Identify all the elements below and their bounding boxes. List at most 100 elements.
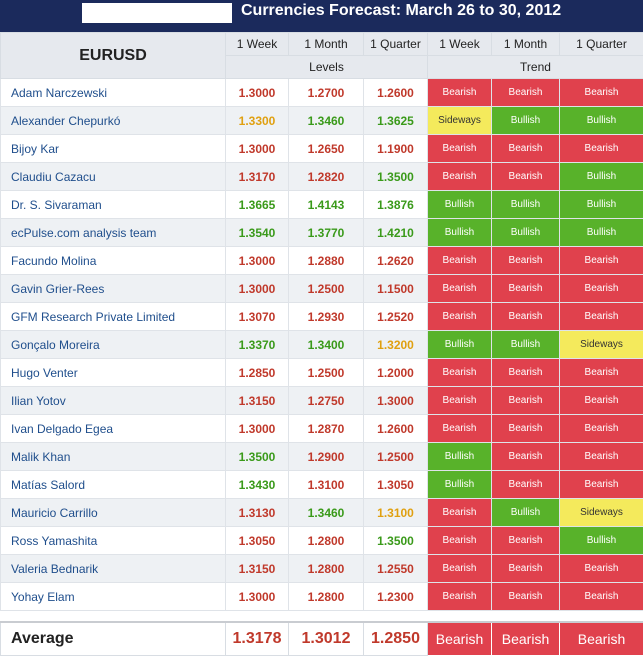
trend-badge: Sideways xyxy=(559,330,643,359)
trend-badge: Bearish xyxy=(427,554,492,583)
level-value: 1.1500 xyxy=(363,274,428,303)
trend-badge: Bearish xyxy=(491,134,560,163)
trend-badge: Bearish xyxy=(427,526,492,555)
trend-badge: Sideways xyxy=(427,106,492,135)
trend-badge: Bearish xyxy=(491,414,560,443)
trend-badge: Bearish xyxy=(427,498,492,527)
table-row: Dr. S. Sivaraman 1.3665 1.4143 1.3876 Bullis… xyxy=(0,190,643,219)
level-value: 1.2750 xyxy=(288,386,364,415)
level-value: 1.2500 xyxy=(288,274,364,303)
table-row: Mauricio Carrillo 1.3130 1.3460 1.3100 Beari… xyxy=(0,498,643,527)
trend-badge: Bearish xyxy=(559,358,643,387)
level-value: 1.3400 xyxy=(288,330,364,359)
trend-badge: Bearish xyxy=(491,526,560,555)
table-row: Valeria Bednarik 1.3150 1.2800 1.2550 Bearis… xyxy=(0,554,643,583)
level-value: 1.3070 xyxy=(225,302,289,331)
trend-badge: Bearish xyxy=(491,582,560,611)
trend-badge: Bearish xyxy=(427,582,492,611)
level-value: 1.2800 xyxy=(288,526,364,555)
level-value: 1.3500 xyxy=(363,526,428,555)
forecast-table: EURUSD 1 Week 1 Month 1 Quarter 1 Week 1… xyxy=(0,32,643,656)
level-value: 1.2870 xyxy=(288,414,364,443)
level-value: 1.2900 xyxy=(288,442,364,471)
level-value: 1.2600 xyxy=(363,78,428,107)
level-value: 1.3050 xyxy=(225,526,289,555)
level-value: 1.3300 xyxy=(225,106,289,135)
trend-badge: Bearish xyxy=(491,358,560,387)
average-level-value: 1.3012 xyxy=(288,621,364,656)
trend-badge: Bearish xyxy=(427,414,492,443)
level-value: 1.3050 xyxy=(363,470,428,499)
table-row: Facundo Molina 1.3000 1.2880 1.2620 Bearish B… xyxy=(0,246,643,275)
trend-badge: Bearish xyxy=(559,134,643,163)
level-value: 1.2820 xyxy=(288,162,364,191)
level-value: 1.3770 xyxy=(288,218,364,247)
trend-badge: Bearish xyxy=(427,246,492,275)
trend-badge: Bearish xyxy=(491,442,560,471)
analyst-name: Gonçalo Moreira xyxy=(0,330,226,359)
analyst-name: GFM Research Private Limited xyxy=(0,302,226,331)
trend-badge: Bullish xyxy=(491,218,560,247)
trend-group-header: Trend xyxy=(427,55,643,79)
level-value: 1.3000 xyxy=(225,134,289,163)
level-value: 1.2550 xyxy=(363,554,428,583)
trend-badge: Bearish xyxy=(491,470,560,499)
analyst-name: Ivan Delgado Egea xyxy=(0,414,226,443)
level-value: 1.3200 xyxy=(363,330,428,359)
trend-badge: Bullish xyxy=(491,330,560,359)
trend-badge: Bearish xyxy=(491,162,560,191)
trend-badge: Bearish xyxy=(559,442,643,471)
level-value: 1.2500 xyxy=(363,442,428,471)
trend-badge: Bearish xyxy=(559,582,643,611)
analyst-name: Claudiu Cazacu xyxy=(0,162,226,191)
average-row: Average 1.3178 1.3012 1.2850 Bearish Bearish B… xyxy=(0,621,643,656)
trend-badge: Bullish xyxy=(427,218,492,247)
trend-badge: Bearish xyxy=(491,302,560,331)
levels-group-header: Levels xyxy=(225,55,428,79)
level-value: 1.3000 xyxy=(225,246,289,275)
trend-badge: Bearish xyxy=(427,358,492,387)
level-value: 1.3100 xyxy=(288,470,364,499)
level-value: 1.3150 xyxy=(225,386,289,415)
trend-badge: Bearish xyxy=(491,78,560,107)
table-row: Yohay Elam 1.3000 1.2800 1.2300 Bearish Beari… xyxy=(0,582,643,611)
level-value: 1.2000 xyxy=(363,358,428,387)
level-value: 1.3500 xyxy=(363,162,428,191)
trend-badge: Bearish xyxy=(427,386,492,415)
level-value: 1.3170 xyxy=(225,162,289,191)
level-value: 1.2700 xyxy=(288,78,364,107)
level-value: 1.3000 xyxy=(225,78,289,107)
trend-badge: Bearish xyxy=(491,554,560,583)
analyst-name: Valeria Bednarik xyxy=(0,554,226,583)
page-title: Currencies Forecast: March 26 to 30, 201… xyxy=(241,2,562,19)
levels-quarter-header: 1 Quarter xyxy=(363,32,428,56)
level-value: 1.3130 xyxy=(225,498,289,527)
title-bar: Currencies Forecast: March 26 to 30, 201… xyxy=(0,0,643,32)
level-value: 1.3000 xyxy=(225,414,289,443)
level-value: 1.3876 xyxy=(363,190,428,219)
level-value: 1.3430 xyxy=(225,470,289,499)
level-value: 1.1900 xyxy=(363,134,428,163)
trend-badge: Bearish xyxy=(427,134,492,163)
average-trend-badge: Bearish xyxy=(427,621,492,656)
level-value: 1.3150 xyxy=(225,554,289,583)
analyst-name: Dr. S. Sivaraman xyxy=(0,190,226,219)
trend-badge: Bearish xyxy=(559,246,643,275)
trend-month-header: 1 Month xyxy=(491,32,560,56)
trend-badge: Bearish xyxy=(491,386,560,415)
level-value: 1.2850 xyxy=(225,358,289,387)
analyst-name: Facundo Molina xyxy=(0,246,226,275)
trend-badge: Bullish xyxy=(559,106,643,135)
trend-badge: Bearish xyxy=(491,274,560,303)
pair-header: EURUSD xyxy=(0,32,226,79)
level-value: 1.3000 xyxy=(363,386,428,415)
levels-week-header: 1 Week xyxy=(225,32,289,56)
trend-badge: Bullish xyxy=(427,442,492,471)
level-value: 1.3460 xyxy=(288,106,364,135)
trend-badge: Bullish xyxy=(559,190,643,219)
level-value: 1.2800 xyxy=(288,582,364,611)
table-row: Gonçalo Moreira 1.3370 1.3400 1.3200 Bullish… xyxy=(0,330,643,359)
level-value: 1.3665 xyxy=(225,190,289,219)
trend-badge: Bullish xyxy=(559,162,643,191)
level-value: 1.4210 xyxy=(363,218,428,247)
